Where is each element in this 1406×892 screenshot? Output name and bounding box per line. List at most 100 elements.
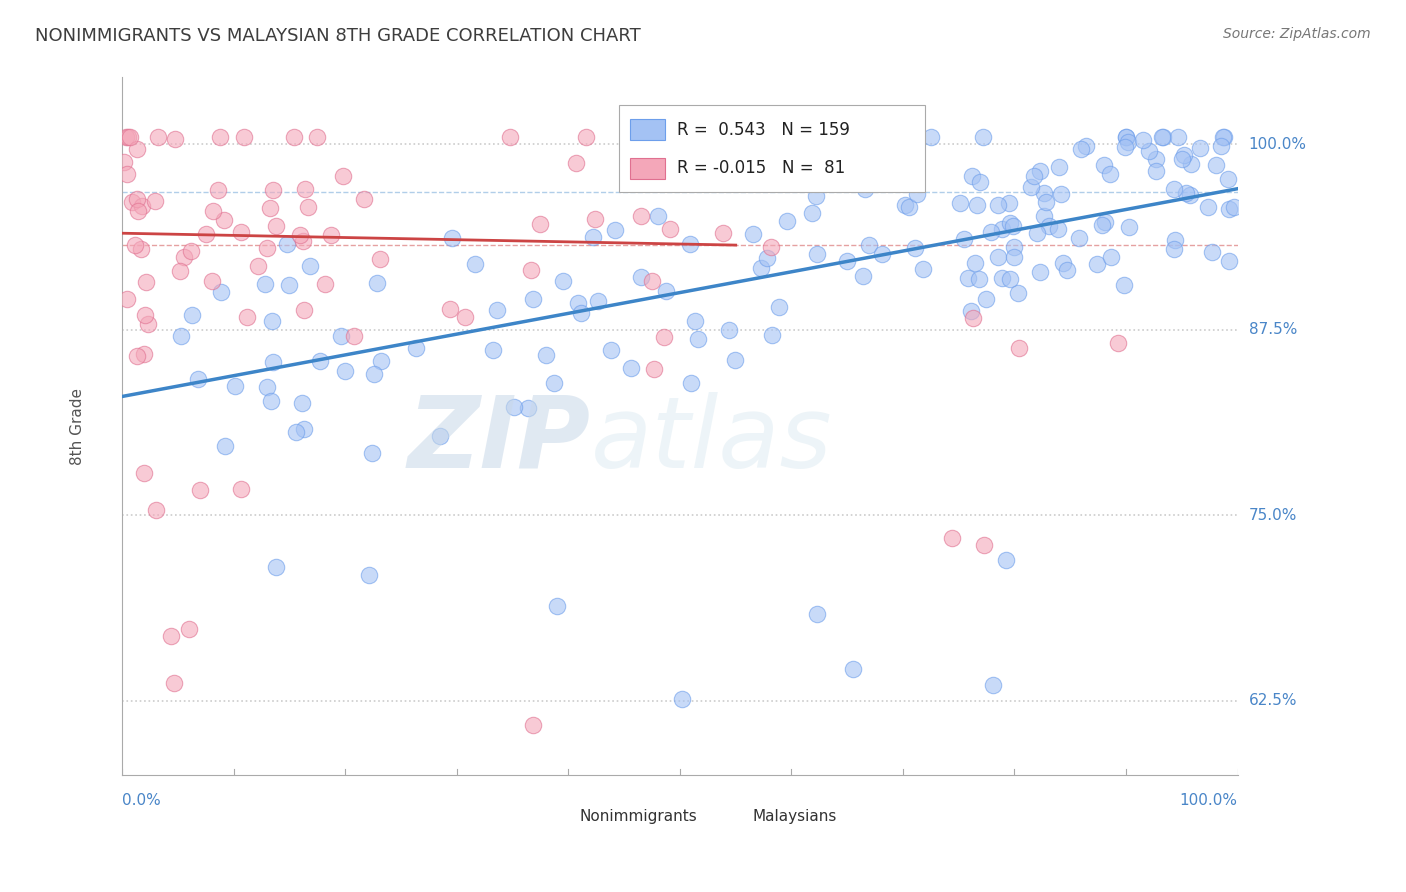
Point (973, 538, 995, 552)
Point (498, 129, 520, 144)
Point (247, 259, 270, 273)
Point (551, 274, 574, 288)
Text: 0.0%: 0.0% (122, 793, 162, 807)
Point (630, 269, 652, 284)
Point (1029, 164, 1052, 178)
Point (603, 223, 626, 237)
Point (343, 329, 366, 343)
Point (1007, 286, 1029, 301)
Point (124, 238, 146, 252)
Point (842, 662, 865, 676)
Point (292, 235, 315, 249)
Point (162, 676, 184, 690)
Point (278, 278, 301, 293)
Point (181, 308, 204, 322)
Point (129, 242, 152, 256)
Point (169, 264, 191, 278)
Point (180, 244, 202, 258)
Point (724, 353, 747, 368)
Point (575, 129, 598, 144)
Point (405, 342, 427, 356)
Point (1201, 245, 1223, 260)
Point (953, 232, 976, 246)
Point (1189, 141, 1212, 155)
Point (1069, 231, 1091, 245)
Point (370, 353, 392, 368)
Point (800, 205, 823, 219)
Point (359, 567, 381, 582)
Point (276, 236, 298, 251)
Point (960, 304, 983, 318)
Point (314, 277, 336, 291)
Point (284, 425, 307, 439)
Point (620, 360, 643, 375)
Point (858, 238, 880, 252)
Point (1115, 130, 1137, 145)
Point (363, 367, 385, 381)
Point (127, 349, 149, 363)
Point (260, 314, 283, 328)
Point (1112, 277, 1135, 292)
Point (1132, 133, 1154, 147)
Point (1107, 336, 1129, 351)
Point (1150, 129, 1173, 144)
Point (486, 303, 509, 318)
Point (920, 129, 942, 144)
Point (998, 271, 1021, 285)
Point (1173, 147, 1195, 161)
Point (429, 428, 451, 442)
Point (987, 197, 1010, 211)
Point (368, 252, 391, 266)
Point (1115, 129, 1137, 144)
Point (905, 187, 928, 202)
Point (136, 317, 159, 331)
Point (288, 227, 311, 242)
Text: NONIMMIGRANTS VS MALAYSIAN 8TH GRADE CORRELATION CHART: NONIMMIGRANTS VS MALAYSIAN 8TH GRADE COR… (35, 27, 641, 45)
Point (671, 692, 693, 706)
Point (1197, 200, 1219, 214)
Point (309, 353, 332, 368)
Point (972, 129, 994, 144)
Point (121, 194, 143, 209)
Point (647, 209, 669, 223)
Point (1216, 171, 1239, 186)
Point (1074, 139, 1097, 153)
Point (353, 193, 375, 207)
Point (256, 241, 278, 255)
Point (987, 250, 1010, 264)
Point (332, 169, 354, 183)
Point (231, 225, 253, 239)
Point (761, 240, 783, 254)
Bar (546, 808, 571, 826)
Point (224, 379, 246, 393)
Point (207, 182, 229, 196)
Point (134, 308, 156, 322)
Point (330, 329, 353, 343)
Point (630, 209, 652, 223)
Point (870, 247, 893, 261)
Point (292, 422, 315, 436)
Point (1164, 234, 1187, 248)
Point (640, 274, 662, 288)
Point (911, 261, 934, 276)
Point (132, 466, 155, 480)
Text: atlas: atlas (591, 392, 832, 489)
Point (259, 202, 281, 216)
Point (1091, 218, 1114, 232)
Point (974, 292, 997, 306)
Point (115, 292, 138, 306)
Point (1047, 160, 1070, 174)
Point (1026, 226, 1049, 240)
Point (1002, 219, 1025, 233)
Point (522, 292, 544, 306)
Point (214, 439, 236, 453)
Point (294, 182, 316, 196)
Point (1114, 140, 1136, 154)
Text: 62.5%: 62.5% (1249, 693, 1298, 708)
Point (212, 213, 235, 227)
Point (755, 251, 778, 265)
Text: 8th Grade: 8th Grade (70, 388, 86, 465)
Point (520, 263, 543, 277)
Point (981, 678, 1004, 692)
Point (232, 129, 254, 144)
